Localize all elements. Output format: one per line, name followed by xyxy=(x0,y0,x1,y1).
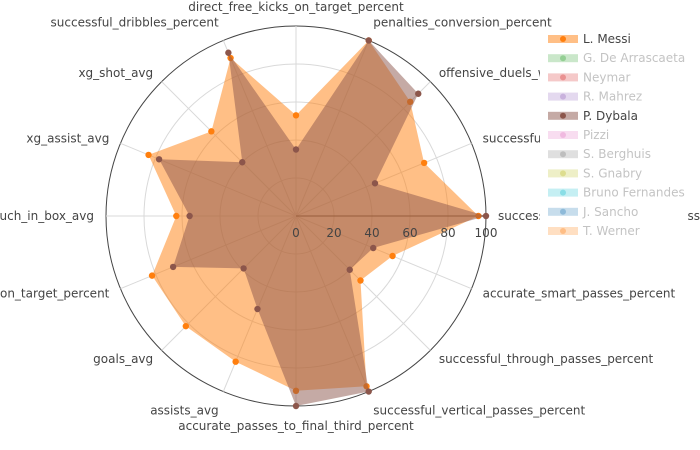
legend-background xyxy=(540,28,700,246)
data-point xyxy=(415,90,422,97)
axis-label: accurate_passes_to_final_third_percent xyxy=(178,419,414,433)
legend-label: Bruno Fernandes xyxy=(583,186,685,200)
legend-item: R. Mahrez xyxy=(548,90,642,104)
data-point xyxy=(254,305,261,313)
legend-label: R. Mahrez xyxy=(583,90,642,104)
axis-label: penalties_conversion_percent xyxy=(373,15,552,29)
data-point xyxy=(182,322,190,330)
axis-label: successful_dribbles_percent xyxy=(51,15,219,29)
legend-label: Neymar xyxy=(583,70,631,84)
data-point xyxy=(173,212,180,220)
radial-tick-label: 80 xyxy=(440,226,455,240)
axis-label: uch_in_box_avg xyxy=(0,209,94,223)
data-point xyxy=(371,180,379,187)
series-area xyxy=(159,40,486,406)
legend-label: Pizzi xyxy=(583,128,609,142)
data-point xyxy=(365,37,372,44)
data-point xyxy=(365,388,372,395)
legend-marker xyxy=(560,55,566,62)
legend-marker xyxy=(560,112,566,119)
axis-label: assists_avg xyxy=(150,404,218,418)
data-point xyxy=(169,263,177,271)
legend-label: S. Berghuis xyxy=(583,147,651,161)
legend-marker xyxy=(560,170,566,177)
axis-label: goals_avg xyxy=(93,352,153,366)
legend-label: L. Messi xyxy=(583,32,631,46)
legend-label: S. Gnabry xyxy=(583,166,642,180)
data-point xyxy=(389,252,396,260)
axis-label-clipped: ss xyxy=(687,209,700,223)
legend-marker xyxy=(560,36,566,42)
data-point xyxy=(292,146,300,153)
data-point xyxy=(186,212,193,220)
axis-label: direct_free_kicks_on_target_percent xyxy=(188,0,404,14)
legend-label: P. Dybala xyxy=(583,109,638,123)
data-point xyxy=(420,159,428,167)
legend-item: J. Sancho xyxy=(548,205,638,219)
legend-item: G. De Arrascaeta xyxy=(548,51,685,65)
legend-item: Bruno Fernandes xyxy=(548,186,685,200)
data-point xyxy=(482,212,490,220)
legend-item: L. Messi xyxy=(548,32,631,46)
axis-label: xg_shot_avg xyxy=(78,66,153,80)
data-point xyxy=(208,128,215,135)
data-point xyxy=(145,151,152,159)
axis-label: xg_assist_avg xyxy=(26,132,109,146)
axis-label: successful xyxy=(483,132,545,146)
data-point xyxy=(292,112,300,119)
legend-label: J. Sancho xyxy=(582,205,638,219)
data-point xyxy=(240,265,247,272)
data-point xyxy=(148,272,156,279)
axis-label: successful_through_passes_percent xyxy=(439,352,654,366)
data-point xyxy=(239,159,246,166)
data-point xyxy=(346,266,353,273)
legend-label: G. De Arrascaeta xyxy=(583,51,685,65)
radial-tick-label: 0 xyxy=(292,226,300,240)
data-point xyxy=(357,277,364,284)
legend-item: S. Gnabry xyxy=(548,166,642,180)
legend-item: Pizzi xyxy=(548,128,609,142)
legend-label: T. Werner xyxy=(582,224,640,238)
legend-marker xyxy=(560,132,566,138)
radial-tick-label: 20 xyxy=(326,226,341,240)
axis-label: on_target_percent xyxy=(0,286,110,300)
legend: L. Messi G. De Arrascaeta Neymar R. Mahrez P… xyxy=(540,28,700,246)
legend-item: T. Werner xyxy=(548,224,640,238)
series-layer xyxy=(145,37,490,410)
axis-label: offensive_duels_w xyxy=(439,66,548,80)
legend-marker xyxy=(560,189,566,196)
data-point xyxy=(370,244,377,252)
legend-marker xyxy=(560,93,566,100)
radial-tick-label: 100 xyxy=(475,226,498,240)
legend-item: Neymar xyxy=(548,70,631,84)
legend-marker xyxy=(560,151,566,158)
legend-item: P. Dybala xyxy=(548,109,638,123)
radial-tick-labels: 0 20 40 60 80 100 xyxy=(292,226,497,240)
data-point xyxy=(155,156,163,163)
axis-label: accurate_smart_passes_percent xyxy=(483,286,676,300)
data-point xyxy=(232,358,239,365)
legend-marker xyxy=(560,208,566,215)
legend-item: S. Berghuis xyxy=(548,147,651,161)
axis-label: successful_vertical_passes_percent xyxy=(373,404,585,418)
legend-marker xyxy=(560,74,566,81)
data-point xyxy=(225,49,232,56)
series-p-dybala xyxy=(155,37,490,410)
radial-tick-label: 40 xyxy=(364,226,379,240)
radial-tick-label: 60 xyxy=(402,226,417,240)
data-point xyxy=(292,402,300,410)
legend-marker xyxy=(560,228,566,234)
